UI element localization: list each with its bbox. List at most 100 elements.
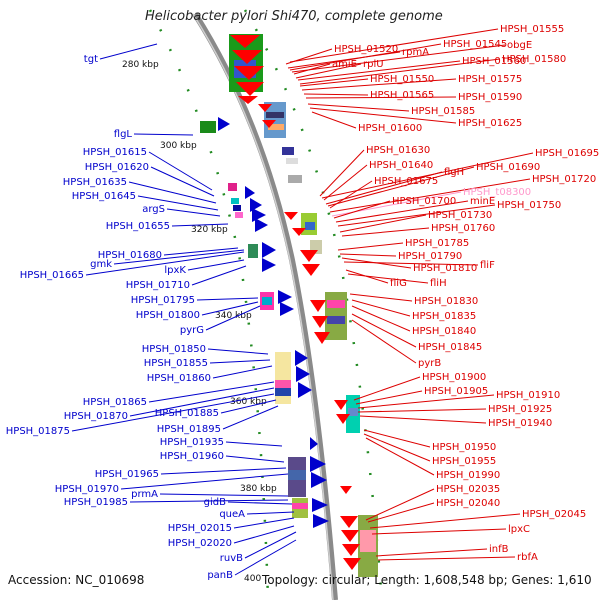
forward-leader-line (187, 259, 245, 271)
reverse-gene-label: fliH (430, 278, 447, 289)
forward-gene-label: HPSH_01965 (95, 469, 159, 480)
reverse-leader-line (375, 548, 488, 557)
reverse-leader-line (329, 178, 531, 213)
feature-arrow (310, 437, 318, 450)
reverse-leader-line (341, 227, 430, 237)
reverse-leader-line (343, 261, 479, 266)
reverse-leader-line (291, 44, 506, 73)
reverse-leader-line (337, 242, 404, 251)
forward-gene-label: tgt (84, 54, 98, 65)
feature-arrow (238, 96, 258, 104)
reverse-gene-label: HPSH_01940 (488, 418, 552, 429)
forward-leader-line (148, 151, 213, 191)
feature-arrow (310, 300, 326, 312)
reverse-leader-line (367, 502, 435, 523)
reverse-strand-features (229, 34, 378, 577)
feature-arrow (230, 35, 260, 48)
reverse-leader-line (299, 78, 369, 87)
accession-text: Accession: NC_010698 (8, 573, 145, 587)
feature-arrow (302, 264, 320, 276)
forward-gene-label: HPSH_01870 (64, 411, 128, 422)
forward-leader-line (209, 359, 271, 364)
forward-gene-label: lpxK (164, 265, 186, 276)
feature-arrow (313, 514, 329, 528)
forward-gene-label: HPSH_01665 (20, 270, 84, 281)
feature-arrow (340, 516, 358, 528)
feature-arrow (262, 258, 276, 272)
feature-block (292, 503, 308, 509)
forward-gene-label: HPSH_01620 (85, 162, 149, 173)
reverse-leader-line (357, 394, 495, 409)
reverse-gene-label: HPSH_01625 (458, 118, 522, 129)
reverse-gene-label: amiE (332, 59, 357, 70)
reverse-gene-label: lpxC (508, 524, 530, 535)
reverse-gene-label: HPSH_02040 (436, 498, 500, 509)
reverse-gene-label: HPSH_01990 (436, 470, 500, 481)
reverse-gene-label: HPSH_01590 (458, 92, 522, 103)
forward-gene-label: HPSH_02015 (168, 523, 232, 534)
feature-arrow (300, 250, 318, 262)
reverse-gene-label: HPSH_01750 (497, 200, 561, 211)
reverse-gene-label: fliF (480, 260, 495, 271)
forward-gene-label: HPSH_01970 (55, 484, 119, 495)
reverse-gene-label: HPSH_01790 (398, 251, 462, 262)
feature-block (288, 470, 306, 480)
feature-block (275, 388, 291, 396)
forward-gene-label: HPSH_01800 (136, 310, 200, 321)
forward-leader-line (129, 499, 289, 503)
reverse-leader-line (309, 107, 457, 124)
forward-gene-labels: tgt flgL HPSH_01615 HPSH_01620 HPSH_01635 HPS… (6, 54, 245, 581)
feature-arrow (311, 472, 327, 488)
reverse-leader-line (353, 376, 421, 401)
reverse-gene-label: HPSH_01835 (412, 311, 476, 322)
forward-leader-line (222, 405, 279, 430)
reverse-leader-line (377, 556, 516, 561)
forward-gene-label: HPSH_01865 (83, 397, 147, 408)
reverse-gene-label: HPSH_t08300 (463, 187, 531, 198)
forward-gene-label: prmA (131, 489, 158, 500)
reverse-gene-label: HPSH_01580 (502, 54, 566, 65)
reverse-leader-line (351, 305, 411, 332)
reverse-leader-line (357, 408, 487, 413)
feature-arrow (310, 456, 326, 472)
forward-gene-label: HPSH_01895 (157, 424, 221, 435)
reverse-gene-label: pyrB (418, 358, 441, 369)
reverse-gene-label: HPSH_01955 (432, 456, 496, 467)
forward-leader-line (220, 399, 277, 414)
reverse-gene-label: HPSH_01700 (392, 196, 456, 207)
reverse-leader-line (333, 200, 391, 219)
reverse-gene-label: HPSH_01830 (414, 296, 478, 307)
forward-leader-line (227, 501, 293, 505)
feature-arrow (298, 382, 312, 398)
forward-leader-line (85, 251, 245, 276)
reverse-gene-label: rpmA (402, 47, 429, 58)
reverse-leader-line (365, 488, 435, 521)
reverse-leader-line (371, 528, 507, 535)
reverse-gene-label: fliG (390, 278, 407, 289)
feature-arrow (262, 242, 276, 258)
feature-arrow (278, 290, 292, 304)
feature-arrow (218, 117, 230, 131)
forward-leader-line (99, 43, 158, 60)
reverse-gene-label: HPSH_01900 (422, 372, 486, 383)
reverse-gene-label: HPSH_01575 (458, 74, 522, 85)
feature-block (327, 300, 345, 308)
reverse-leader-line (369, 513, 521, 529)
reverse-gene-label: rbfA (517, 552, 538, 563)
feature-arrow (234, 66, 264, 80)
reverse-gene-label: flgH (444, 167, 464, 178)
forward-leader-line (150, 166, 215, 197)
reverse-leader-line (335, 200, 469, 223)
scale-tick-label: 360 kbp (230, 397, 267, 407)
scale-tick-label: 380 kbp (240, 484, 277, 494)
forward-gene-label: HPSH_01710 (126, 280, 190, 291)
reverse-leader-line (339, 214, 427, 233)
feature-block (268, 124, 284, 130)
reverse-gene-label: HPSH_01520 (334, 44, 398, 55)
reverse-leader-line (299, 58, 501, 85)
forward-gene-label: gmk (90, 259, 112, 270)
forward-leader-line (225, 441, 283, 447)
reverse-leader-line (355, 390, 423, 405)
feature-block (286, 158, 298, 164)
reverse-leader-line (351, 319, 417, 364)
